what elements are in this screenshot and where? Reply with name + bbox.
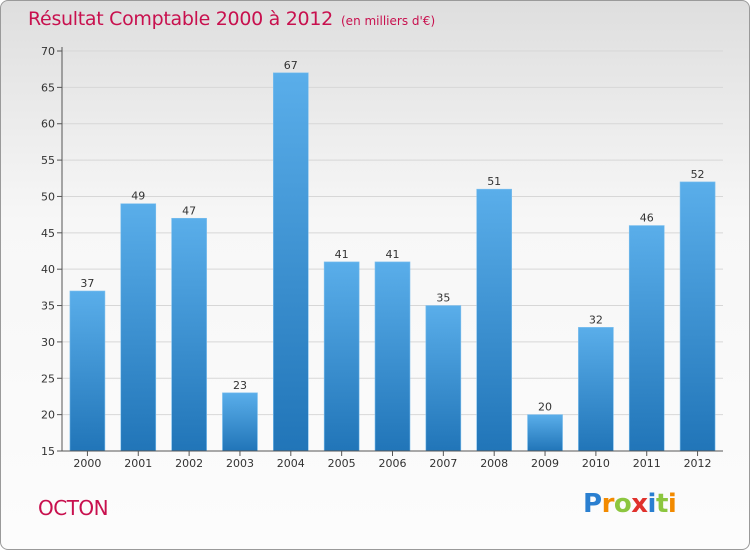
bar-value-label: 32 [589, 313, 603, 326]
bar [69, 290, 106, 452]
bar [628, 225, 665, 452]
bar [527, 414, 563, 452]
proxiti-logo: Proxiti [583, 489, 677, 519]
x-tick-label: 2003 [226, 457, 254, 470]
bar [374, 261, 411, 452]
y-tick-label: 65 [41, 81, 55, 94]
bar-value-label: 49 [131, 190, 145, 203]
y-tick-label: 30 [41, 336, 55, 349]
logo-letter: o [613, 489, 632, 519]
bar [323, 261, 360, 452]
bar-value-label: 52 [691, 168, 705, 181]
logo-letter: x [631, 489, 648, 519]
x-tick-label: 2001 [124, 457, 152, 470]
x-tick-label: 2005 [328, 457, 356, 470]
bar [476, 188, 512, 452]
bar-value-label: 51 [487, 175, 501, 188]
bar [679, 181, 716, 452]
x-tick-label: 2007 [429, 457, 457, 470]
y-tick-label: 50 [41, 190, 55, 203]
bar-value-label: 37 [80, 277, 94, 290]
logo-letter: P [583, 489, 602, 519]
chart-title: Résultat Comptable 2000 à 2012 [28, 8, 333, 30]
bar-value-label: 23 [233, 379, 247, 392]
bar-value-label: 46 [640, 212, 654, 225]
bar-value-label: 20 [538, 401, 552, 414]
logo-letter: t [655, 489, 668, 519]
x-tick-label: 2011 [633, 457, 661, 470]
commune-name: OCTON [38, 496, 109, 520]
y-tick-label: 70 [41, 45, 55, 58]
x-tick-label: 2006 [379, 457, 407, 470]
y-tick-label: 35 [41, 300, 55, 313]
y-tick-label: 15 [41, 445, 55, 458]
bar [171, 217, 207, 452]
chart-subtitle: (en milliers d'€) [341, 14, 436, 28]
y-tick-label: 55 [41, 154, 55, 167]
bar [578, 327, 614, 452]
y-tick-label: 60 [41, 118, 55, 131]
x-tick-label: 2010 [582, 457, 610, 470]
bar [273, 72, 309, 452]
bar-value-label: 35 [436, 292, 450, 305]
bar [222, 392, 258, 452]
y-tick-label: 25 [41, 372, 55, 385]
x-tick-label: 2008 [480, 457, 508, 470]
logo-letter: i [667, 489, 677, 519]
y-tick-label: 40 [41, 263, 55, 276]
bar-value-label: 47 [182, 204, 196, 217]
bar [425, 305, 462, 452]
y-tick-label: 20 [41, 409, 55, 422]
x-tick-label: 2012 [684, 457, 712, 470]
x-tick-label: 2004 [277, 457, 305, 470]
logo-letter: i [647, 489, 657, 519]
bar-value-label: 41 [335, 248, 349, 261]
x-tick-label: 2000 [73, 457, 101, 470]
bar-value-label: 67 [284, 59, 298, 72]
x-tick-label: 2002 [175, 457, 203, 470]
y-tick-label: 45 [41, 227, 55, 240]
bar-value-label: 41 [386, 248, 400, 261]
x-tick-label: 2009 [531, 457, 559, 470]
logo-letter: r [601, 489, 615, 519]
bar [120, 203, 157, 452]
